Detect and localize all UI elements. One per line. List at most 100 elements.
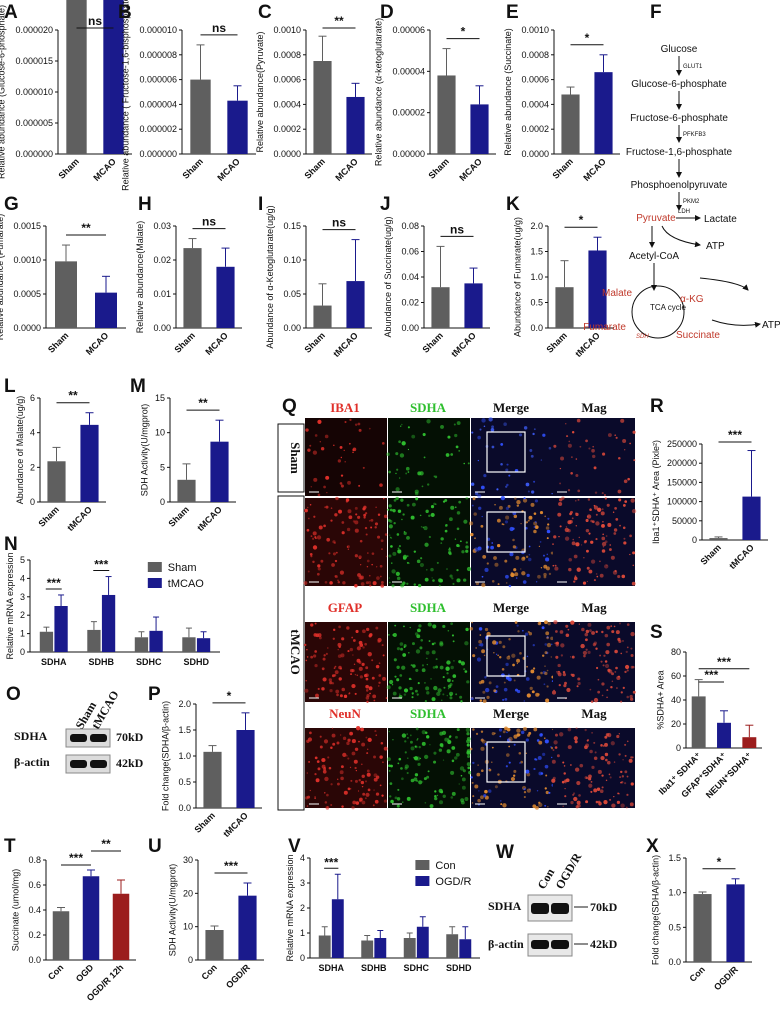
cell-signal: [593, 579, 596, 582]
bar: [331, 899, 344, 958]
cell-signal: [354, 520, 359, 525]
cell-signal: [425, 650, 430, 655]
cell-signal: [601, 694, 604, 697]
cell-signal: [316, 572, 320, 576]
micrograph-r4-c1: [305, 726, 388, 810]
cell-signal: [368, 427, 371, 430]
cell-signal: [575, 542, 580, 547]
micrograph-r1-c2: [386, 418, 470, 496]
cell-signal: [426, 419, 431, 424]
cell-signal: [587, 650, 591, 655]
cell-signal: [375, 664, 380, 669]
cell-signal: [314, 663, 318, 668]
y-tick-label: 1.0: [668, 888, 681, 898]
micrograph-bg: [471, 622, 553, 702]
cell-signal: [361, 774, 365, 779]
cell-signal: [460, 700, 463, 703]
enzyme-pfkfb3: PFKFB3: [683, 132, 706, 138]
y-tick-label: 0: [300, 953, 305, 963]
cell-signal: [576, 418, 581, 423]
cell-signal: [573, 554, 578, 559]
cell-signal: [585, 518, 589, 522]
cell-signal: [554, 566, 559, 571]
panel-label-O: O: [6, 684, 21, 705]
cell-signal: [426, 657, 428, 660]
significance-label: *: [227, 689, 232, 703]
cell-signal: [475, 492, 479, 496]
bar: [210, 441, 229, 502]
cell-signal: [379, 564, 383, 568]
cell-signal: [601, 682, 605, 686]
cell-signal: [461, 550, 465, 554]
cell-signal: [503, 681, 506, 684]
cell-signal: [454, 538, 457, 540]
cell-signal: [618, 753, 621, 756]
cell-signal: [310, 485, 313, 488]
cell-signal: [618, 457, 621, 460]
cell-signal: [452, 582, 455, 585]
cell-signal: [552, 543, 554, 546]
cell-signal: [604, 663, 610, 669]
cell-signal: [313, 654, 317, 658]
header-neun: NeuN: [329, 706, 361, 721]
cell-signal: [426, 691, 430, 695]
cell-signal: [420, 638, 424, 642]
cell-signal: [500, 495, 506, 501]
cell-signal: [545, 631, 550, 636]
cell-signal: [522, 498, 528, 503]
cell-signal: [528, 545, 531, 548]
cell-signal: [538, 771, 543, 776]
cell-signal: [630, 653, 634, 657]
cell-signal: [391, 562, 393, 564]
cell-signal: [585, 800, 589, 804]
cell-signal: [397, 549, 402, 554]
cell-signal: [407, 471, 410, 473]
cell-signal: [575, 727, 578, 730]
cell-signal: [352, 447, 357, 452]
cell-signal: [418, 745, 421, 749]
zoom-box: [486, 511, 526, 553]
cell-signal: [316, 535, 322, 540]
cell-signal: [555, 641, 559, 645]
cell-signal: [388, 504, 392, 508]
cell-signal: [342, 736, 347, 740]
y-tick-label: 0.0000: [521, 149, 549, 159]
cell-signal: [303, 581, 308, 585]
y-tick-label: 20: [671, 719, 681, 729]
node-atp-1: ATP: [706, 241, 725, 252]
cell-signal: [318, 420, 320, 422]
cell-signal: [574, 575, 577, 578]
cell-signal: [617, 792, 620, 795]
y-tick-label: 0: [188, 955, 193, 965]
panel-label-B: B: [118, 2, 132, 23]
cell-signal: [459, 540, 462, 543]
cell-signal: [480, 795, 484, 800]
cell-signal: [378, 681, 381, 684]
cell-signal: [505, 506, 510, 511]
cell-signal: [471, 431, 474, 434]
bar: [588, 250, 607, 328]
micrograph-bg: [471, 498, 553, 586]
category-label: SDHC: [403, 963, 429, 973]
cell-signal: [575, 525, 577, 527]
cell-signal: [416, 779, 419, 783]
cell-signal: [326, 537, 331, 542]
cell-signal: [466, 743, 470, 747]
y-tick-label: 2: [20, 610, 25, 620]
cell-signal: [564, 527, 569, 533]
cell-signal: [357, 515, 361, 519]
cell-signal: [453, 423, 456, 426]
cell-signal: [589, 629, 592, 633]
cell-signal: [426, 483, 430, 486]
cell-signal: [484, 676, 487, 679]
cell-signal: [513, 679, 516, 682]
cell-signal: [455, 445, 459, 449]
cell-signal: [571, 655, 575, 659]
y-tick-label: 0.2: [28, 930, 41, 940]
cell-signal: [406, 582, 409, 585]
cell-signal: [586, 549, 589, 553]
cell-signal: [466, 739, 471, 744]
cell-signal: [408, 651, 410, 654]
cell-signal: [398, 477, 401, 479]
cell-signal: [614, 507, 617, 510]
